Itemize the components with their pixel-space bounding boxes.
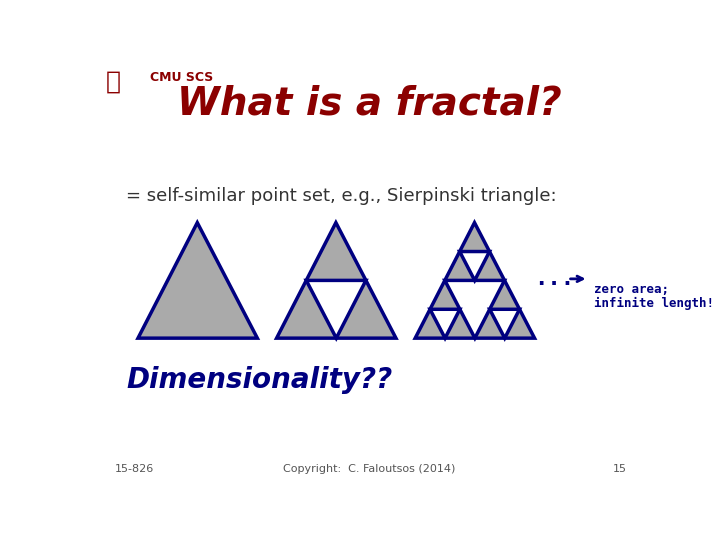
Text: What is a fractal?: What is a fractal? [176, 84, 562, 122]
Polygon shape [306, 280, 366, 338]
Polygon shape [276, 222, 396, 338]
Text: ...: ... [534, 269, 574, 289]
Polygon shape [415, 222, 534, 338]
Polygon shape [490, 309, 520, 338]
Polygon shape [445, 280, 505, 338]
Text: zero area;: zero area; [594, 283, 669, 296]
Text: 15-826: 15-826 [115, 464, 154, 474]
Text: 15: 15 [613, 464, 627, 474]
Polygon shape [430, 309, 460, 338]
Text: Dimensionality??: Dimensionality?? [127, 367, 392, 395]
Polygon shape [459, 252, 490, 280]
Text: CMU SCS: CMU SCS [150, 71, 213, 84]
Text: Copyright:  C. Faloutsos (2014): Copyright: C. Faloutsos (2014) [283, 464, 455, 474]
Polygon shape [138, 222, 257, 338]
Text: = self-similar point set, e.g., Sierpinski triangle:: = self-similar point set, e.g., Sierpins… [127, 187, 557, 205]
Text: 🦅: 🦅 [106, 70, 121, 94]
Text: infinite length!: infinite length! [594, 297, 714, 310]
